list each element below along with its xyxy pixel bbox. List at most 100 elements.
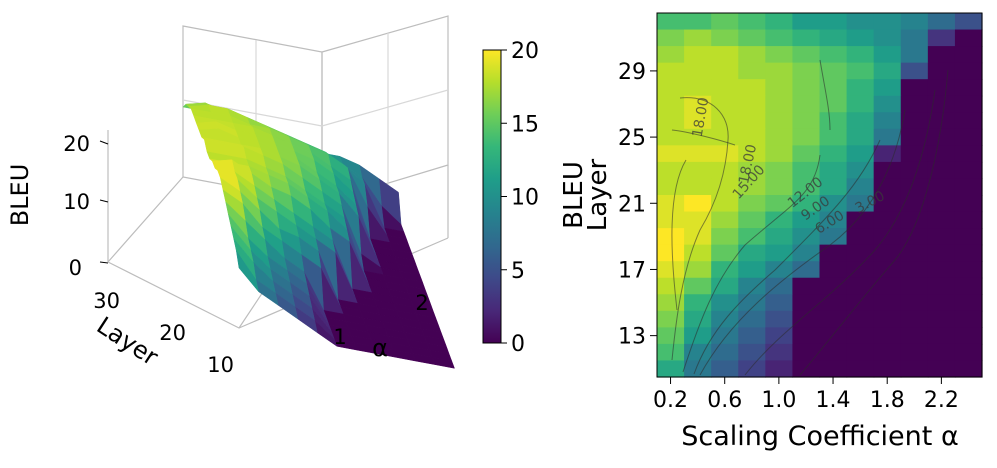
colorbar-tick-label: 0 bbox=[511, 332, 525, 357]
heatmap-cell bbox=[792, 62, 821, 80]
heatmap-cell bbox=[954, 62, 983, 80]
heatmap-cell bbox=[765, 360, 794, 378]
heatmap-cell bbox=[954, 195, 983, 213]
heatmap-cell bbox=[765, 310, 794, 328]
heatmap-cell bbox=[792, 244, 821, 262]
heatmap-cell bbox=[711, 360, 739, 378]
heatmap-cell bbox=[954, 310, 983, 328]
heatmap-cell bbox=[954, 161, 983, 180]
z-axis-label: BLEU bbox=[6, 164, 34, 227]
colorbar-tick-label: 5 bbox=[511, 259, 525, 284]
heatmap-cell bbox=[900, 261, 929, 279]
heatmap-cell bbox=[846, 294, 875, 312]
surface-plot: 20 10 0 BLEU 30 20 10 Layer 1 2 α bbox=[6, 15, 455, 377]
y-tick-label: 21 bbox=[618, 192, 646, 217]
heatmap-cell bbox=[657, 277, 685, 295]
heatmap-cell bbox=[819, 310, 848, 328]
heatmap-cell bbox=[738, 327, 766, 345]
heatmap-cell bbox=[873, 360, 902, 378]
heatmap-cell bbox=[819, 62, 848, 80]
heatmap-cell bbox=[657, 228, 685, 246]
heatmap-cell bbox=[711, 228, 739, 246]
heatmap-cell bbox=[684, 244, 712, 262]
heatmap-cell bbox=[765, 13, 794, 31]
heatmap-cell bbox=[873, 13, 902, 31]
heatmap-y-label-line: Layer bbox=[583, 158, 613, 231]
z-tick-label: 20 bbox=[63, 132, 90, 156]
heatmap-cell bbox=[873, 211, 902, 229]
heatmap-cell bbox=[954, 145, 983, 163]
heatmap-cell bbox=[954, 211, 983, 229]
heatmap-cell bbox=[684, 145, 712, 163]
heatmap-cell bbox=[765, 228, 794, 246]
heatmap-cell bbox=[927, 29, 956, 47]
heatmap-cell bbox=[846, 360, 875, 378]
alpha-tick-label: 2 bbox=[415, 291, 428, 315]
heatmap-cell bbox=[792, 261, 821, 279]
contour-line bbox=[744, 89, 936, 376]
heatmap-cell bbox=[927, 327, 956, 345]
heatmap-cell bbox=[846, 277, 875, 295]
heatmap-y-ticks: 13 17 21 25 29 bbox=[618, 60, 657, 350]
heatmap-cell bbox=[765, 79, 794, 97]
heatmap-cell bbox=[684, 360, 712, 378]
heatmap-cell bbox=[900, 161, 929, 180]
heatmap-cell bbox=[927, 360, 956, 378]
heatmap-cell bbox=[819, 161, 848, 180]
heatmap-cell bbox=[657, 112, 685, 130]
heatmap-cell bbox=[900, 195, 929, 213]
heatmap-cell bbox=[765, 128, 794, 146]
heatmap-cell bbox=[711, 145, 739, 163]
heatmap-cell bbox=[873, 79, 902, 97]
heatmap-cell bbox=[738, 343, 766, 362]
heatmap-cell bbox=[765, 294, 794, 312]
heatmap-cell bbox=[819, 327, 848, 345]
alpha-tick-label: 1 bbox=[333, 325, 346, 349]
heatmap-cell bbox=[846, 62, 875, 80]
heatmap-cell bbox=[684, 327, 712, 345]
heatmap-cell bbox=[819, 211, 848, 229]
heatmap-cell bbox=[954, 178, 983, 196]
heatmap-cell bbox=[927, 62, 956, 80]
heatmap-cell bbox=[711, 211, 739, 229]
heatmap-cell bbox=[711, 343, 739, 362]
heatmap-cell bbox=[684, 228, 712, 246]
z-tick-mark bbox=[99, 261, 109, 264]
heatmap-cell bbox=[954, 343, 983, 362]
heatmap-cell bbox=[792, 360, 821, 378]
heatmap-cell bbox=[711, 294, 739, 312]
heatmap-cell bbox=[711, 261, 739, 279]
z-axis-ticks bbox=[99, 140, 109, 264]
surface-facet bbox=[236, 250, 259, 292]
heatmap-cell bbox=[765, 195, 794, 213]
heatmap-cell bbox=[792, 228, 821, 246]
heatmap-cell bbox=[900, 13, 929, 31]
heatmap-cell bbox=[657, 13, 685, 31]
heatmap-cell bbox=[657, 343, 685, 362]
heatmap-cell bbox=[900, 95, 929, 113]
heatmap-cell bbox=[873, 310, 902, 328]
heatmap-cell bbox=[738, 112, 766, 130]
heatmap-cell bbox=[954, 244, 983, 262]
heatmap-cell bbox=[900, 145, 929, 163]
heatmap-cell bbox=[711, 244, 739, 262]
heatmap-cell bbox=[684, 112, 712, 130]
contour-lines bbox=[671, 59, 949, 376]
heatmap-cell bbox=[765, 29, 794, 47]
heatmap-cell bbox=[684, 62, 712, 80]
heatmap-cell bbox=[711, 62, 739, 80]
heatmap-cell bbox=[900, 294, 929, 312]
heatmap-cell bbox=[792, 211, 821, 229]
contour-label: 18.00 bbox=[690, 96, 713, 138]
heatmap-cell bbox=[846, 112, 875, 130]
heatmap-cell bbox=[684, 79, 712, 97]
heatmap-cell bbox=[792, 195, 821, 213]
heatmap-cell bbox=[792, 327, 821, 345]
heatmap-cell bbox=[819, 277, 848, 295]
heatmap-cell bbox=[738, 195, 766, 213]
heatmap-cell bbox=[819, 261, 848, 279]
heatmap-cell bbox=[765, 277, 794, 295]
heatmap-x-ticks: 0.2 0.6 1.0 1.4 1.8 2.2 bbox=[653, 377, 959, 413]
heatmap-cell bbox=[954, 46, 983, 64]
